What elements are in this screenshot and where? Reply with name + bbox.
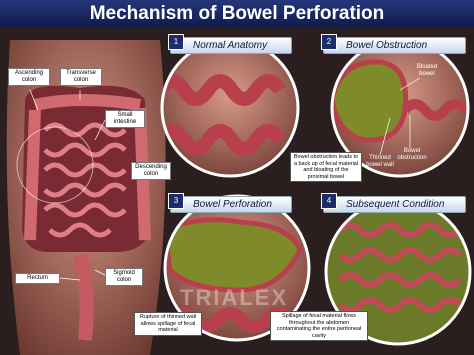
anatomy-label: Descending colon bbox=[131, 162, 171, 180]
panel-art bbox=[160, 38, 472, 346]
panel-title: Subsequent Condition bbox=[346, 199, 445, 210]
zoom-ring bbox=[16, 126, 94, 204]
rectum bbox=[73, 253, 94, 341]
anatomy-label: Rectum bbox=[15, 273, 60, 284]
panel-number: 4 bbox=[321, 193, 337, 209]
panel-title: Bowel Perforation bbox=[193, 199, 272, 210]
anatomy-label: Transverse colon bbox=[60, 68, 102, 86]
panel-title: Normal Anatomy bbox=[193, 40, 268, 51]
panel-header: 4 Subsequent Condition bbox=[321, 193, 466, 213]
panel-header: 1 Normal Anatomy bbox=[168, 34, 292, 54]
panel-number: 2 bbox=[321, 34, 337, 50]
caption: Bowel obstruction leads to a back up of … bbox=[290, 152, 362, 182]
anatomy-label: Ascending colon bbox=[8, 68, 50, 86]
title: Mechanism of Bowel Perforation bbox=[0, 0, 474, 27]
obstruction-label: Thinned bowel wall bbox=[366, 155, 394, 168]
obstruction-label: Bowel obstruction bbox=[397, 148, 427, 161]
anatomy-label: Sigmoid colon bbox=[105, 268, 143, 286]
obstruction-label: Bloated bowel bbox=[416, 64, 438, 77]
panel-number: 1 bbox=[168, 34, 184, 50]
panel-number: 3 bbox=[168, 193, 184, 209]
caption: Spillage of fecal material flows through… bbox=[270, 311, 368, 341]
panel-title: Bowel Obstruction bbox=[346, 40, 428, 51]
caption: Rupture of thinned wall allows spillage … bbox=[134, 312, 202, 336]
watermark: TRIALEX bbox=[180, 285, 289, 310]
small-intestine bbox=[43, 122, 127, 238]
panel-header: 2 Bowel Obstruction bbox=[321, 34, 466, 54]
anatomy-label: Small intestine bbox=[105, 110, 145, 128]
panel-header: 3 Bowel Perforation bbox=[168, 193, 292, 213]
